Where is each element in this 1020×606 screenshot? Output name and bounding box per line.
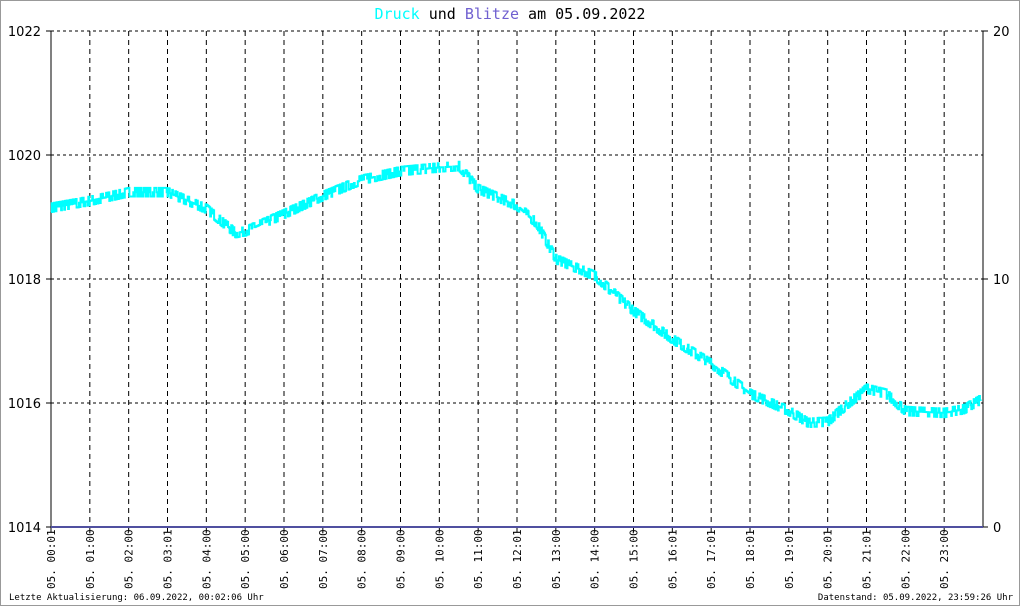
x-tick-label: 05. 14:00 bbox=[589, 529, 602, 589]
chart-title: Druck und Blitze am 05.09.2022 bbox=[1, 5, 1019, 23]
x-tick-label: 05. 01:00 bbox=[84, 529, 97, 589]
x-tick-label: 05. 04:00 bbox=[200, 529, 213, 589]
x-tick-label: 05. 18:01 bbox=[744, 529, 757, 589]
x-tick-label: 05. 13:00 bbox=[550, 529, 563, 589]
pressure-line bbox=[50, 160, 982, 428]
x-tick-label: 05. 07:00 bbox=[317, 529, 330, 589]
x-tick-label: 05. 03:01 bbox=[162, 529, 175, 589]
x-tick-label: 05. 09:00 bbox=[395, 529, 408, 589]
y-tick-label: 1016 bbox=[8, 397, 41, 412]
data-timestamp: Datenstand: 05.09.2022, 23:59:26 Uhr bbox=[817, 593, 1013, 603]
x-tick-label: 05. 21:01 bbox=[861, 529, 874, 589]
title-druck: Druck bbox=[374, 5, 420, 23]
x-tick-label: 05. 12:01 bbox=[511, 529, 524, 589]
y2-tick-label: 20 bbox=[993, 25, 1010, 40]
x-tick-label: 05. 05:00 bbox=[239, 529, 252, 589]
y-tick-label: 1022 bbox=[8, 25, 41, 40]
x-tick-label: 05. 15:00 bbox=[628, 529, 641, 589]
title-blitze: Blitze bbox=[464, 5, 520, 23]
y-tick-label: 1020 bbox=[8, 149, 41, 164]
last-update: Letzte Aktualisierung: 06.09.2022, 00:02… bbox=[9, 593, 264, 603]
x-tick-label: 05. 00:01 bbox=[45, 529, 58, 589]
x-tick-label: 05. 23:00 bbox=[938, 529, 951, 589]
x-tick-label: 05. 08:00 bbox=[356, 529, 369, 589]
x-tick-label: 05. 11:00 bbox=[472, 529, 485, 589]
x-tick-label: 05. 10:00 bbox=[433, 529, 446, 589]
title-und: und bbox=[419, 5, 465, 23]
x-tick-label: 05. 17:01 bbox=[705, 529, 718, 589]
x-tick-label: 05. 16:01 bbox=[666, 529, 679, 589]
x-tick-label: 05. 02:00 bbox=[123, 529, 136, 589]
y2-tick-label: 0 bbox=[993, 521, 1001, 536]
y2-tick-label: 10 bbox=[993, 273, 1010, 288]
x-tick-label: 05. 22:00 bbox=[899, 529, 912, 589]
x-tick-label: 05. 19:01 bbox=[783, 529, 796, 589]
y-tick-label: 1018 bbox=[8, 273, 41, 288]
x-tick-label: 05. 20:01 bbox=[822, 529, 835, 589]
title-date: am 05.09.2022 bbox=[519, 5, 646, 23]
y-tick-label: 1014 bbox=[8, 521, 41, 536]
x-tick-label: 05. 06:00 bbox=[278, 529, 291, 589]
